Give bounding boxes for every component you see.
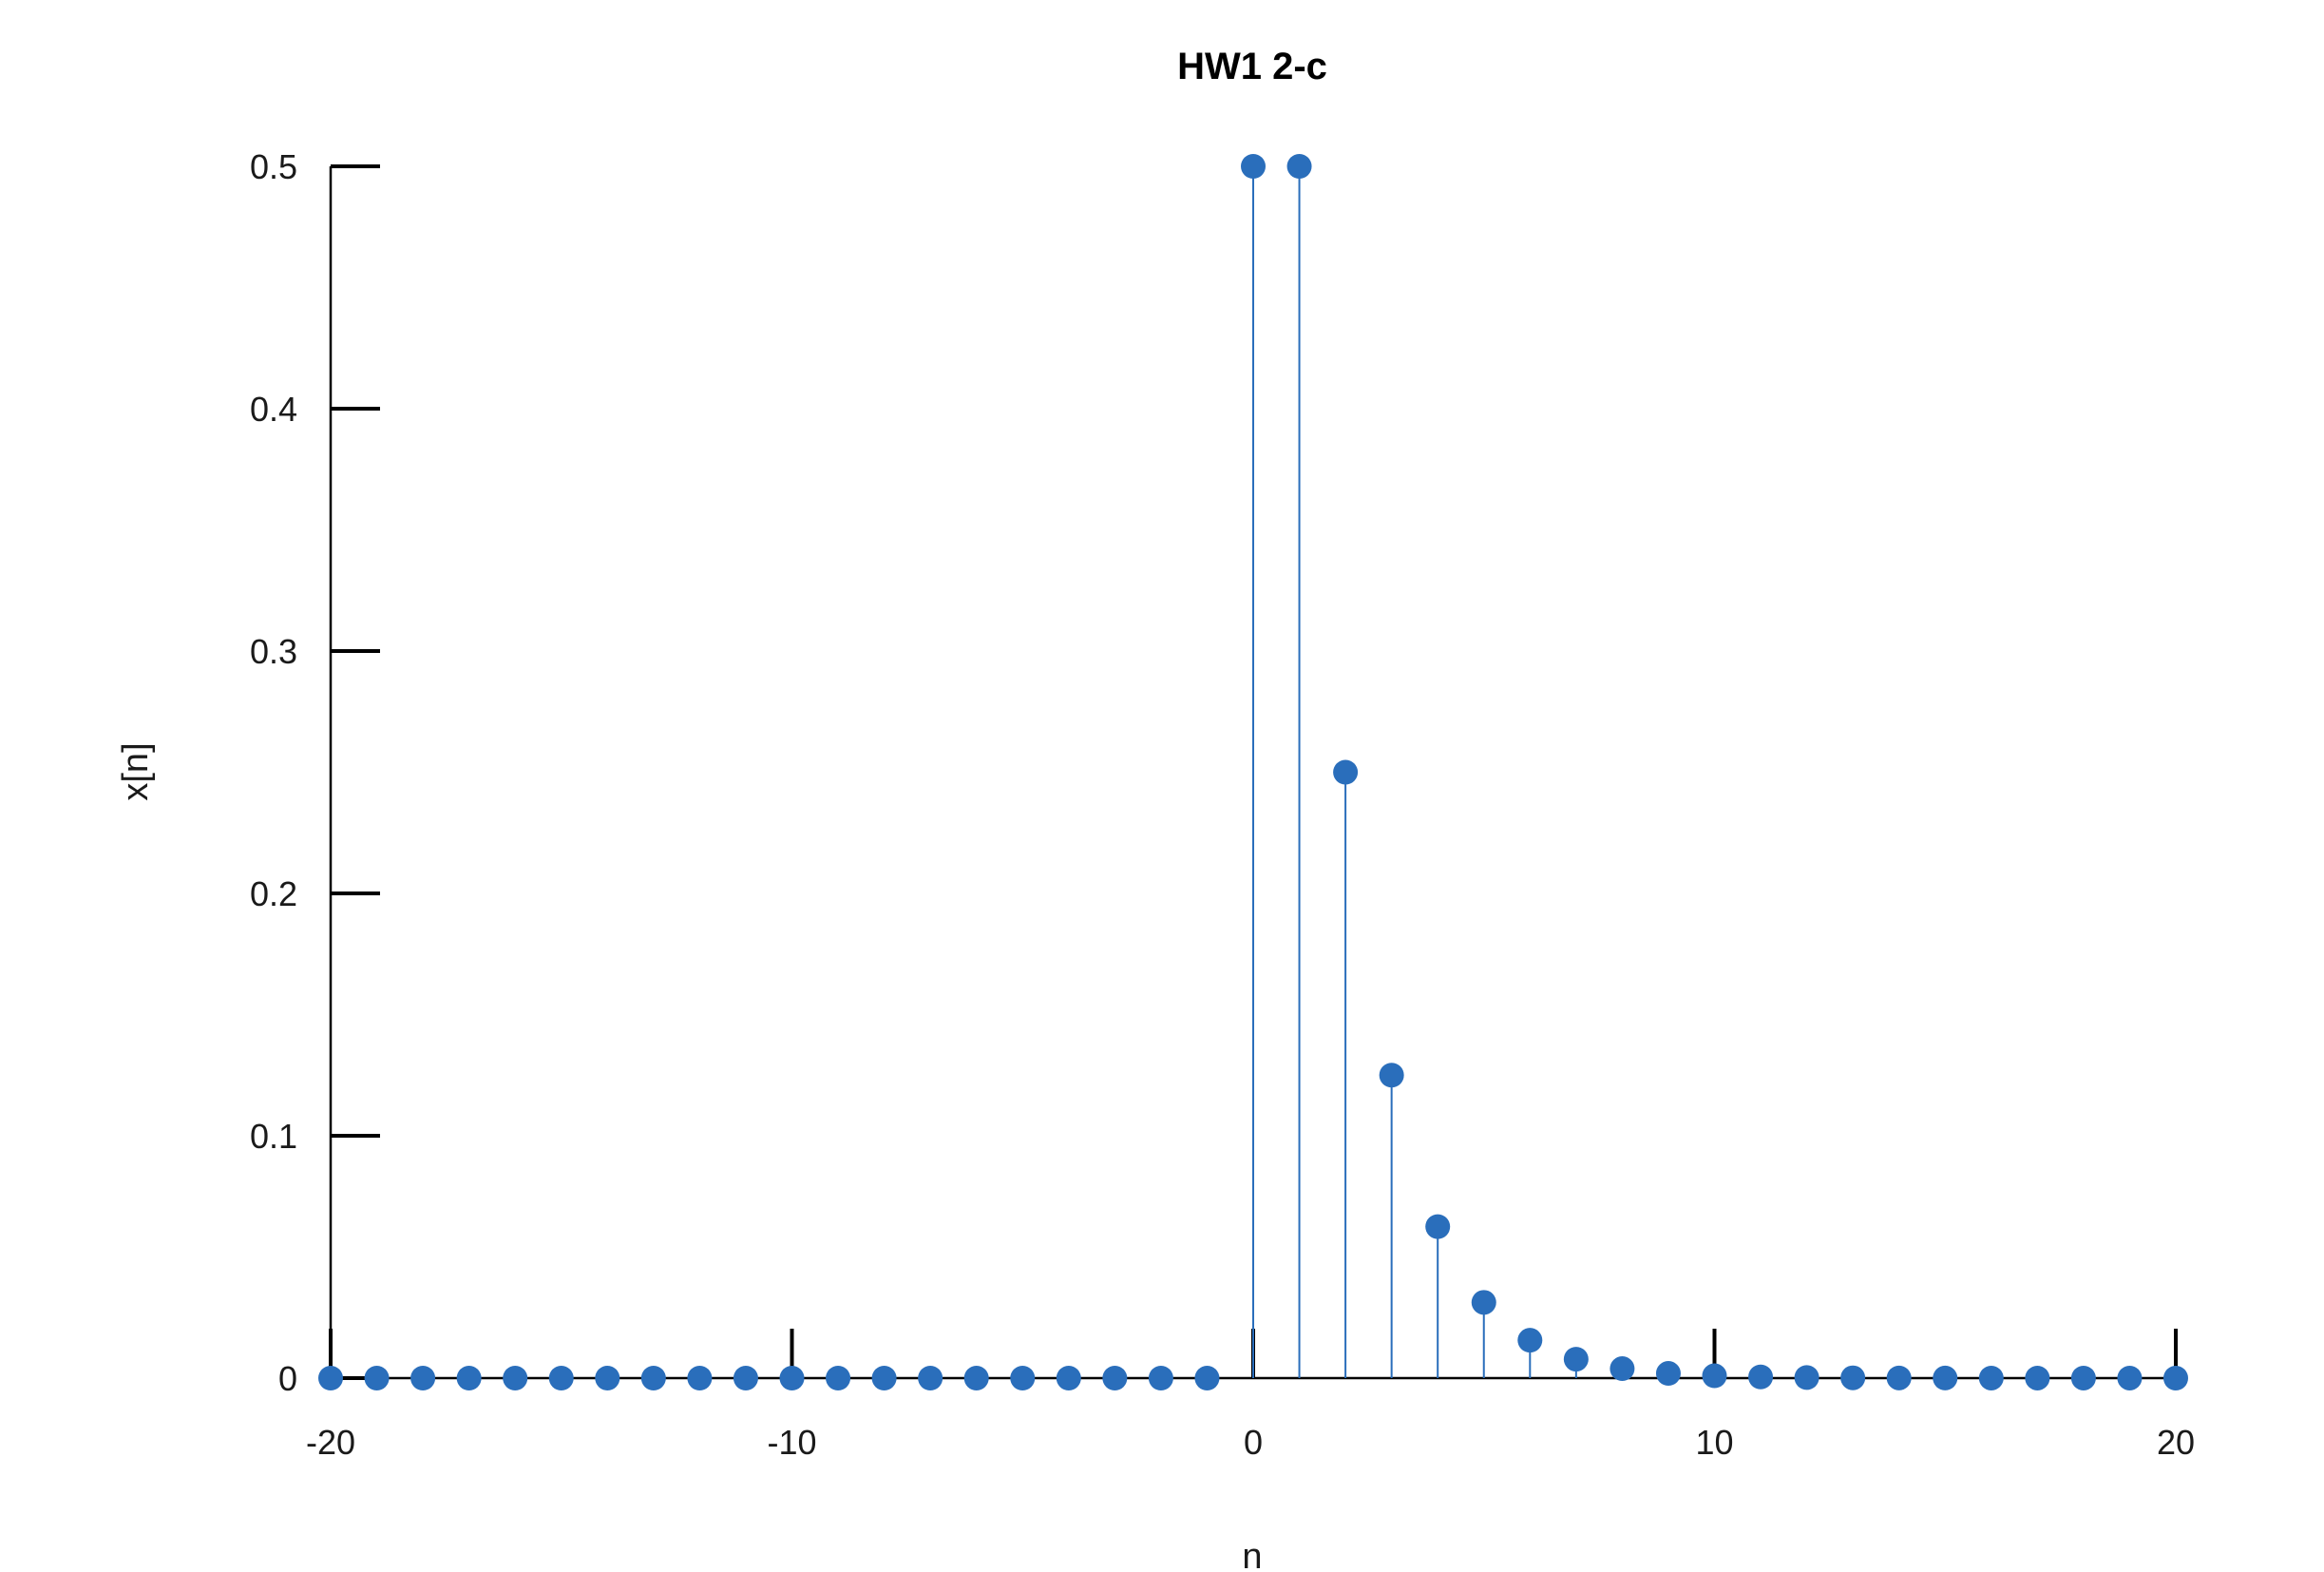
y-tick-label: 0: [278, 1359, 297, 1398]
data-point: [2070, 1365, 2096, 1390]
data-point: [364, 1366, 390, 1390]
data-point: [1933, 1365, 1958, 1390]
data-point: [410, 1366, 436, 1390]
data-point: [456, 1366, 482, 1390]
data-point: [733, 1366, 758, 1390]
data-point: [1425, 1214, 1451, 1239]
data-point: [548, 1366, 574, 1390]
data-point: [2025, 1365, 2050, 1390]
y-ticks: 0 0.1 0.2 0.3 0.4 0.5: [250, 147, 380, 1398]
data-point: [779, 1366, 805, 1390]
data-point: [595, 1366, 620, 1390]
y-tick-label: 0.1: [250, 1117, 297, 1156]
data-point: [1748, 1364, 1774, 1390]
y-tick-label: 0.3: [250, 632, 297, 671]
data-point: [1794, 1365, 1819, 1390]
data-point: [1286, 154, 1312, 179]
data-point: [1978, 1365, 2004, 1390]
data-point: [1333, 759, 1359, 785]
data-point: [1563, 1347, 1589, 1372]
x-tick-label: -20: [306, 1423, 355, 1462]
y-tick-label: 0.4: [250, 390, 297, 429]
data-point: [826, 1366, 851, 1390]
data-point: [1517, 1328, 1543, 1353]
data-point: [1148, 1366, 1173, 1390]
x-tick-label: 0: [1244, 1423, 1263, 1462]
data-point: [918, 1366, 943, 1390]
chart-title: HW1 2-c: [1177, 46, 1327, 87]
data-point: [1702, 1363, 1727, 1389]
markers: [318, 154, 2188, 1390]
y-tick-label: 0.2: [250, 874, 297, 913]
data-point: [1471, 1290, 1496, 1315]
data-point: [2163, 1365, 2188, 1390]
data-point: [1056, 1366, 1081, 1390]
data-point: [1840, 1365, 1866, 1390]
data-point: [871, 1366, 897, 1390]
data-point: [687, 1366, 713, 1390]
x-tick-label: 10: [1695, 1423, 1733, 1462]
data-point: [503, 1366, 528, 1390]
data-point: [1102, 1366, 1128, 1390]
data-point: [1610, 1356, 1635, 1382]
data-point: [2117, 1365, 2143, 1390]
data-point: [640, 1366, 666, 1390]
y-tick-label: 0.5: [250, 147, 297, 186]
data-point: [963, 1366, 989, 1390]
x-tick-label: -10: [767, 1423, 816, 1462]
x-ticks: -20 -10 0 10 20: [306, 1329, 2195, 1462]
data-point: [318, 1366, 343, 1390]
data-point: [1241, 154, 1266, 179]
data-point: [1010, 1366, 1036, 1390]
data-point: [1655, 1361, 1681, 1387]
x-axis-label: n: [1242, 1537, 1262, 1572]
data-point: [1379, 1063, 1404, 1088]
x-tick-label: 20: [2157, 1423, 2195, 1462]
y-axis-label: x[n]: [116, 742, 156, 800]
data-point: [1194, 1366, 1220, 1390]
data-point: [1886, 1365, 1912, 1390]
